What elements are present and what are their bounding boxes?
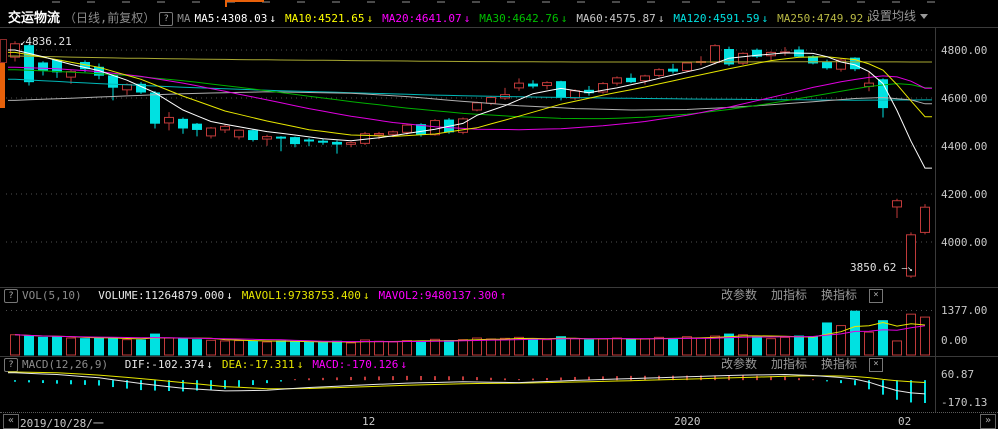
time-axis-label: 2019/10/28/一 <box>20 417 104 429</box>
chevron-down-icon <box>920 14 928 19</box>
arrow-down-icon: ↓ <box>865 12 872 25</box>
help-icon[interactable]: ? <box>4 289 18 303</box>
mavol2-line <box>14 325 926 343</box>
ma-indicator-label: MA <box>177 12 191 25</box>
arrow-down-icon: ↓ <box>657 12 665 25</box>
ma-legend-item: MA60:4575.87 ↓ <box>576 12 665 25</box>
vol-axis-max: 1377.00 <box>941 304 988 317</box>
ma-line-MA250 <box>8 55 932 63</box>
arrow-down-icon: ↓ <box>463 12 471 25</box>
top-tab-strip <box>0 0 998 7</box>
help-icon[interactable]: ? <box>4 358 18 372</box>
ma-legend-item: MA10:4521.65 ↓ <box>284 12 374 25</box>
macd-histogram-group <box>14 375 926 403</box>
ma-line-MA60 <box>8 91 932 111</box>
close-icon[interactable]: × <box>869 358 883 372</box>
indicator-value: DIF:-102.374 ↓ <box>124 358 213 371</box>
switch-indicator-button[interactable]: 换指标 <box>820 288 857 302</box>
volume-value: VOLUME:11264879.000 ↓ MAVOL1:9738753.400 ↓ M… <box>98 289 515 302</box>
arrow-down-icon: ↓ <box>761 12 769 25</box>
time-axis-label: 2020 <box>674 415 701 428</box>
ma-settings-label: 设置均线 <box>867 9 916 23</box>
ma-line-MA120 <box>8 78 932 101</box>
symbol-name: 交运物流 <box>8 11 61 26</box>
price-axis-label: 4200.00 <box>941 188 988 201</box>
ma-legend-item: MA120:4591.59 ↓ <box>673 12 769 25</box>
time-axis: « 2019/10/28/一 12 2020 02 » <box>0 413 998 429</box>
indicator-value: MACD:-170.126 ↓ <box>312 358 408 371</box>
ma-legend-item: MA5:4308.03 ↓ <box>194 12 276 25</box>
indicator-value: DEA:-17.311 ↓ <box>221 358 304 371</box>
adjust-params-button[interactable]: 改参数 <box>720 357 757 371</box>
switch-indicator-button[interactable]: 换指标 <box>820 357 857 371</box>
main-candlestick-chart[interactable] <box>0 27 935 286</box>
clipped-edge-candle <box>0 39 7 63</box>
arrow-down-icon: ↓ <box>560 12 568 25</box>
ma-line-MA30 <box>8 69 932 120</box>
price-axis-label: 4000.00 <box>941 236 988 249</box>
grid-lines <box>6 49 933 243</box>
time-axis-label: 12 <box>362 415 376 428</box>
scroll-left-button[interactable]: « <box>3 414 19 429</box>
arrow-down-icon: ↓ <box>366 12 374 25</box>
ma-legend-item: MA30:4642.76 ↓ <box>479 12 568 25</box>
indicator-value: MAVOL2:9480137.300 ↑ <box>378 289 507 302</box>
arrow-down-icon: ↓ <box>269 12 276 25</box>
price-axis-label: 4400.00 <box>941 140 988 153</box>
macd-axis-max: 60.87 <box>941 368 975 381</box>
help-icon[interactable]: ? <box>159 12 174 26</box>
dif-line <box>8 372 926 395</box>
chart-header: 交运物流 （日线,前复权）? MA MA5:4308.03 ↓ MA10:4521.65 ↓… <box>0 6 998 27</box>
arrow-down-left-icon: ↙ <box>20 38 26 48</box>
macd-panel-header: ? MACD(12,26,9) DIF:-102.374 ↓ DEA:-17.311 ↓… <box>0 357 935 372</box>
ma-legend-item: MA250:4749.92 ↓ <box>777 12 872 25</box>
header-separator <box>0 27 998 28</box>
vol-axis-min: 0.00 <box>941 334 968 347</box>
ma-settings-button[interactable]: 设置均线 <box>868 6 928 27</box>
active-tab-marker <box>225 0 264 7</box>
macd-axis-min: -170.13 <box>941 396 988 409</box>
ma-line-MA5 <box>8 49 932 169</box>
volume-bars-group <box>10 310 930 356</box>
ma-lines-group <box>8 49 932 169</box>
period-low-annotation: 3850.62 —↘ <box>850 261 913 274</box>
macd-indicator-name: MACD(12,26,9) <box>22 358 109 371</box>
price-axis-label: 4800.00 <box>941 44 988 57</box>
macd-chart[interactable] <box>0 371 935 412</box>
add-indicator-button[interactable]: 加指标 <box>770 288 807 302</box>
vol-panel-buttons: 改参数 加指标 换指标 <box>707 288 857 303</box>
ma-legend-item: MA20:4641.07 ↓ <box>382 12 471 25</box>
macd-panel-buttons: 改参数 加指标 换指标 <box>707 357 857 372</box>
macd-panel-separator <box>0 356 998 357</box>
left-edge-orange-marker <box>0 63 5 108</box>
vol-panel-header: ? VOL(5,10) VOLUME:11264879.000 ↓ MAVOL1:97… <box>0 288 935 303</box>
add-indicator-button[interactable]: 加指标 <box>770 357 807 371</box>
ma-line-MA10 <box>8 51 932 137</box>
period-high-annotation: ↙4836.21 <box>20 35 72 48</box>
tab-strip-dashes <box>52 1 937 3</box>
volume-chart[interactable] <box>0 303 935 356</box>
close-icon[interactable]: × <box>869 289 883 303</box>
ma-legend: MA5:4308.03 ↓ MA10:4521.65 ↓ MA20:4641.07 ↓ MA… <box>195 7 881 26</box>
axis-separator <box>935 27 936 412</box>
price-axis-label: 4600.00 <box>941 92 988 105</box>
vol-indicator-name: VOL(5,10) <box>22 289 82 302</box>
indicator-value: VOLUME:11264879.000 ↓ <box>98 289 233 302</box>
adjust-params-button[interactable]: 改参数 <box>720 288 757 302</box>
time-axis-label: 02 <box>898 415 912 428</box>
arrow-down-right-icon: —↘ <box>896 264 913 274</box>
scroll-right-button[interactable]: » <box>980 414 996 429</box>
vol-panel-separator <box>0 287 998 288</box>
dea-line <box>8 371 926 390</box>
macd-values: DIF:-102.374 ↓ DEA:-17.311 ↓ MACD:-170.126 ↓ <box>125 358 416 371</box>
chart-mode-label: （日线,前复权） <box>64 11 156 25</box>
indicator-value: MAVOL1:9738753.400 ↓ <box>241 289 370 302</box>
time-axis-separator <box>0 412 998 413</box>
